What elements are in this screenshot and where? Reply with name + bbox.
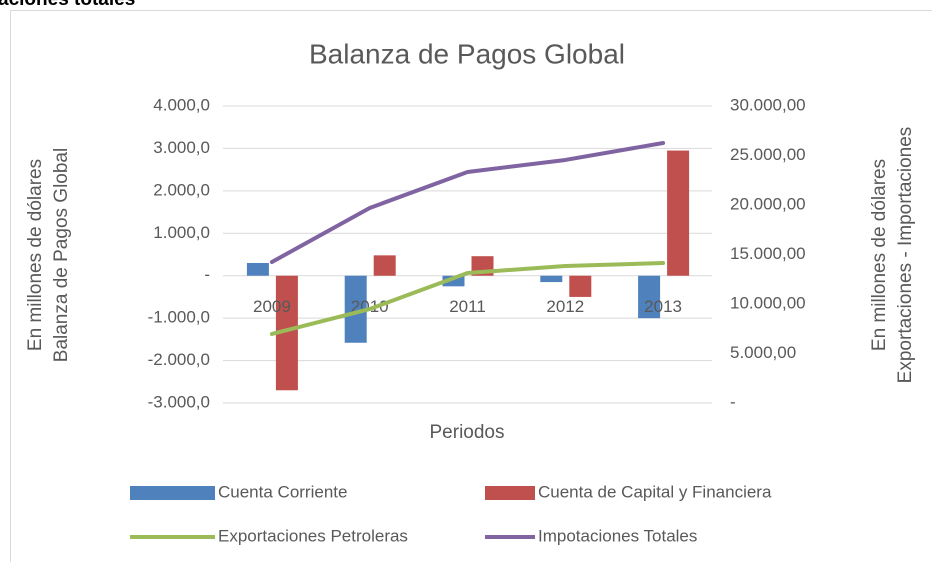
- chart-title: Balanza de Pagos Global: [309, 38, 625, 69]
- bar: [246, 262, 269, 276]
- bar: [638, 275, 661, 319]
- y2-tick-label: 5.000,00: [730, 343, 796, 362]
- bar: [569, 275, 592, 297]
- legend-swatch: [485, 486, 535, 500]
- y2-tick-label: 20.000,00: [730, 194, 806, 213]
- y2-tick-label: 25.000,00: [730, 145, 806, 164]
- line: [269, 261, 666, 336]
- y-tick-label: -1.000,0: [148, 308, 210, 327]
- y-axis-title: En millones de dólares: [25, 159, 46, 351]
- y-tick-label: -2.000,0: [148, 350, 210, 369]
- bar: [344, 275, 367, 343]
- x-axis-title: Periodos: [430, 422, 505, 443]
- x-tick-label: 2013: [644, 297, 682, 316]
- legend-label: Cuenta Corriente: [218, 482, 347, 501]
- y-tick-label: 2.000,0: [153, 180, 210, 199]
- legend-label: Exportaciones Petroleras: [218, 526, 408, 545]
- y-tick-label: 1.000,0: [153, 223, 210, 242]
- y2-tick-label: 15.000,00: [730, 244, 806, 263]
- bar: [667, 150, 690, 276]
- x-tick-label: 2009: [253, 297, 291, 316]
- bar: [442, 275, 465, 287]
- y-tick-label: 4.000,0: [153, 95, 210, 114]
- legend-swatch: [130, 486, 215, 500]
- x-tick-label: 2011: [449, 297, 486, 316]
- bar: [275, 275, 298, 391]
- y-tick-label: 3.000,0: [153, 138, 210, 157]
- chart-border: [10, 10, 932, 562]
- y2-tick-label: -: [730, 392, 736, 411]
- bar: [540, 275, 563, 283]
- heading: aciones totales: [0, 0, 135, 10]
- legend-label: Cuenta de Capital y Financiera: [538, 482, 772, 501]
- y-axis-title: Balanza de Pagos Global: [51, 148, 72, 362]
- x-tick-label: 2012: [546, 297, 584, 316]
- y-tick-label: -3.000,0: [148, 392, 210, 411]
- y2-tick-label: 10.000,00: [730, 293, 806, 312]
- y2-axis-title: En millones de dólares: [869, 159, 890, 351]
- line: [269, 141, 666, 265]
- y2-axis-title: Exportaciones - Importaciones: [895, 127, 916, 384]
- y2-tick-label: 30.000,00: [730, 95, 806, 114]
- y-tick-label: -: [204, 265, 210, 284]
- legend-label: Impotaciones Totales: [538, 526, 697, 545]
- bar: [373, 255, 396, 276]
